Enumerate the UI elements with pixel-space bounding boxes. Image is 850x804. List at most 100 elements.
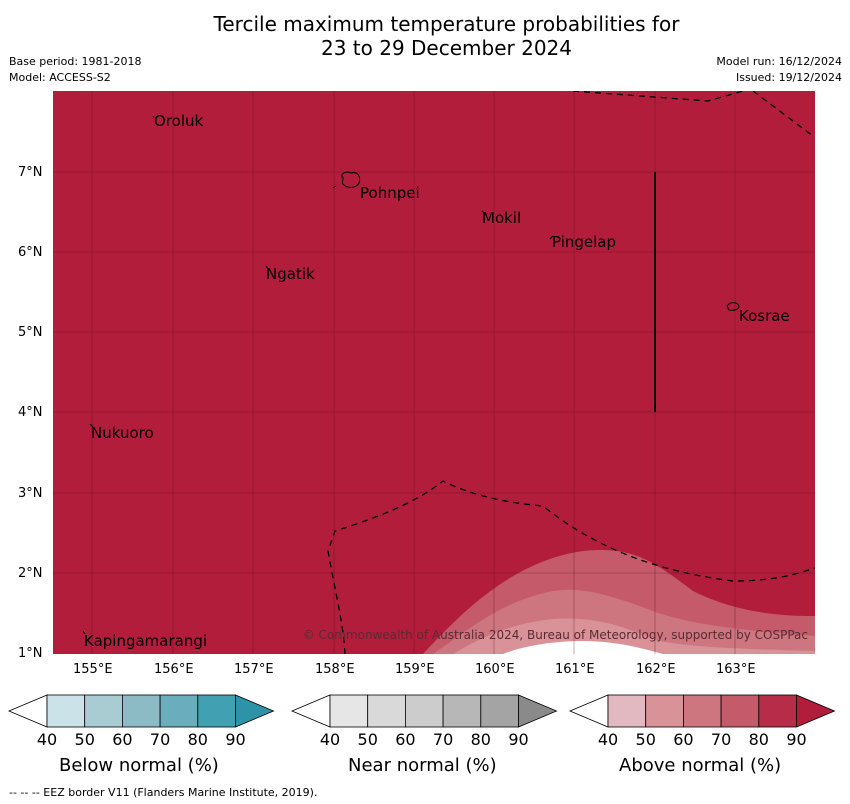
- chart-title: Tercile maximum temperature probabilitie…: [0, 12, 850, 60]
- lat-tick-1: 1°N: [18, 646, 43, 661]
- title-line-1: Tercile maximum temperature probabilitie…: [213, 12, 680, 36]
- lon-tick-163: 163°E: [716, 662, 756, 677]
- colorbar-title-near-normal: Near normal (%): [348, 755, 497, 776]
- place-mokil: Mokil: [482, 209, 521, 227]
- colorbar-tick-label: 70: [711, 730, 731, 749]
- colorbar-near-normal: 40 50 60 70 80 90: [290, 694, 558, 749]
- map-panel: Oroluk Pohnpei Mokil Pingelap Ngatik Kos…: [53, 91, 815, 654]
- colorbar-segment: [758, 694, 797, 728]
- colorbar-segment: [404, 694, 444, 728]
- colorbar-tick-label: 90: [508, 730, 528, 749]
- ant-atoll-shape: [332, 185, 337, 189]
- colorbar-tick-label: 80: [188, 730, 208, 749]
- colorbar-title-below-normal: Below normal (%): [59, 755, 219, 776]
- colorbar-segment: [122, 694, 161, 728]
- map-svg: Oroluk Pohnpei Mokil Pingelap Ngatik Kos…: [53, 91, 815, 654]
- colorbar-tick-label: 40: [37, 730, 57, 749]
- colorbar-tick-label: 70: [433, 730, 453, 749]
- colorbar-tick-label: 70: [150, 730, 170, 749]
- lat-tick-6: 6°N: [18, 245, 43, 260]
- lon-tick-161: 161°E: [555, 662, 595, 677]
- lat-tick-3: 3°N: [18, 486, 43, 501]
- meta-right: Model run: 16/12/2024 Issued: 19/12/2024: [716, 54, 842, 86]
- issued-text: Issued: 19/12/2024: [735, 71, 842, 84]
- footer-note: -- -- -- EEZ border V11 (Flanders Marine…: [9, 786, 318, 799]
- title-line-2: 23 to 29 December 2024: [320, 36, 572, 60]
- colorbar-right-triangle: [796, 694, 836, 728]
- colorbar-segment: [607, 694, 647, 728]
- meta-left: Base period: 1981-2018 Model: ACCESS-S2: [9, 54, 141, 86]
- model-text: Model: ACCESS-S2: [9, 71, 111, 84]
- place-nukuoro: Nukuoro: [91, 424, 154, 442]
- base-period-text: Base period: 1981-2018: [9, 55, 142, 68]
- colorbar-tick-label: 80: [749, 730, 769, 749]
- eez-border-northeast: [752, 91, 814, 137]
- above-normal-90-band: [53, 91, 815, 654]
- ngatik-atoll-mark: [265, 265, 269, 270]
- lat-tick-5: 5°N: [18, 325, 43, 340]
- eez-borders: [327, 91, 815, 654]
- colorbar-segment: [367, 694, 406, 728]
- eez-border-south: [327, 480, 815, 654]
- mokil-atoll-mark: [481, 210, 485, 214]
- colorbar-below-normal: 40 50 60 70 80 90: [7, 694, 275, 749]
- lat-tick-2: 2°N: [18, 566, 43, 581]
- lon-tick-160: 160°E: [475, 662, 515, 677]
- colorbar-tick-label: 50: [358, 730, 378, 749]
- colorbar-segment: [720, 694, 760, 728]
- colorbar-tick-label: 60: [112, 730, 132, 749]
- colorbar-legend: 40 50 60 70 80 90 40 50 60 70 80 90 40 50 60 70 80 90 B…: [0, 690, 850, 780]
- colorbar-right-triangle: [518, 694, 558, 728]
- nukuoro-atoll-mark: [89, 423, 94, 428]
- colorbar-left-triangle: [290, 694, 331, 728]
- colorbar-tick-label: 50: [636, 730, 656, 749]
- oroluk-atoll-mark: [152, 115, 155, 119]
- islands: [82, 115, 740, 635]
- lon-tick-155: 155°E: [73, 662, 113, 677]
- colorbar-segment: [197, 694, 236, 728]
- place-pohnpei: Pohnpei: [360, 184, 420, 202]
- place-oroluk: Oroluk: [154, 112, 203, 130]
- place-kosrae: Kosrae: [739, 307, 790, 325]
- colorbar-segment: [645, 694, 684, 728]
- colorbar-tick-label: 60: [673, 730, 693, 749]
- pingelap-atoll-mark: [549, 235, 554, 240]
- below-threshold-white-area: [503, 641, 663, 654]
- lon-tick-158: 158°E: [315, 662, 355, 677]
- colorbar-tick-label: 60: [395, 730, 415, 749]
- colorbar-segment: [683, 694, 722, 728]
- colorbar-left-triangle: [7, 694, 48, 728]
- colorbar-tick-label: 90: [786, 730, 806, 749]
- eez-border-north: [572, 91, 744, 102]
- pohnpei-island-shape: [341, 171, 361, 188]
- copyright-text: © Commonwealth of Australia 2024, Bureau…: [303, 628, 808, 642]
- lon-tick-162: 162°E: [636, 662, 676, 677]
- place-ngatik: Ngatik: [266, 265, 315, 283]
- colorbar-tick-label: 80: [471, 730, 491, 749]
- colorbar-segment: [159, 694, 199, 728]
- lon-tick-159: 159°E: [395, 662, 435, 677]
- lon-tick-156: 156°E: [154, 662, 194, 677]
- colorbar-title-above-normal: Above normal (%): [619, 755, 782, 776]
- colorbar-tick-label: 40: [598, 730, 618, 749]
- colorbar-segment: [84, 694, 123, 728]
- colorbar-segment: [329, 694, 369, 728]
- kosrae-island-shape: [726, 302, 740, 311]
- colorbar-segment: [46, 694, 86, 728]
- place-kapingamarangi: Kapingamarangi: [84, 632, 207, 650]
- kapingamarangi-atoll-mark: [82, 630, 86, 635]
- colorbar-tick-label: 90: [225, 730, 245, 749]
- colorbar-tick-label: 40: [320, 730, 340, 749]
- lon-tick-157: 157°E: [234, 662, 274, 677]
- colorbar-left-triangle: [568, 694, 609, 728]
- model-run-text: Model run: 16/12/2024: [716, 55, 842, 68]
- colorbar-above-normal: 40 50 60 70 80 90: [568, 694, 836, 749]
- lat-tick-4: 4°N: [18, 405, 43, 420]
- colorbar-segment: [442, 694, 482, 728]
- lat-tick-7: 7°N: [18, 165, 43, 180]
- place-pingelap: Pingelap: [552, 233, 616, 251]
- colorbar-svg: 40 50 60 70 80 90 40 50 60 70 80 90 40 50 60 70 80 90: [7, 694, 836, 749]
- colorbar-tick-label: 50: [75, 730, 95, 749]
- colorbar-segment: [480, 694, 519, 728]
- colorbar-right-triangle: [235, 694, 275, 728]
